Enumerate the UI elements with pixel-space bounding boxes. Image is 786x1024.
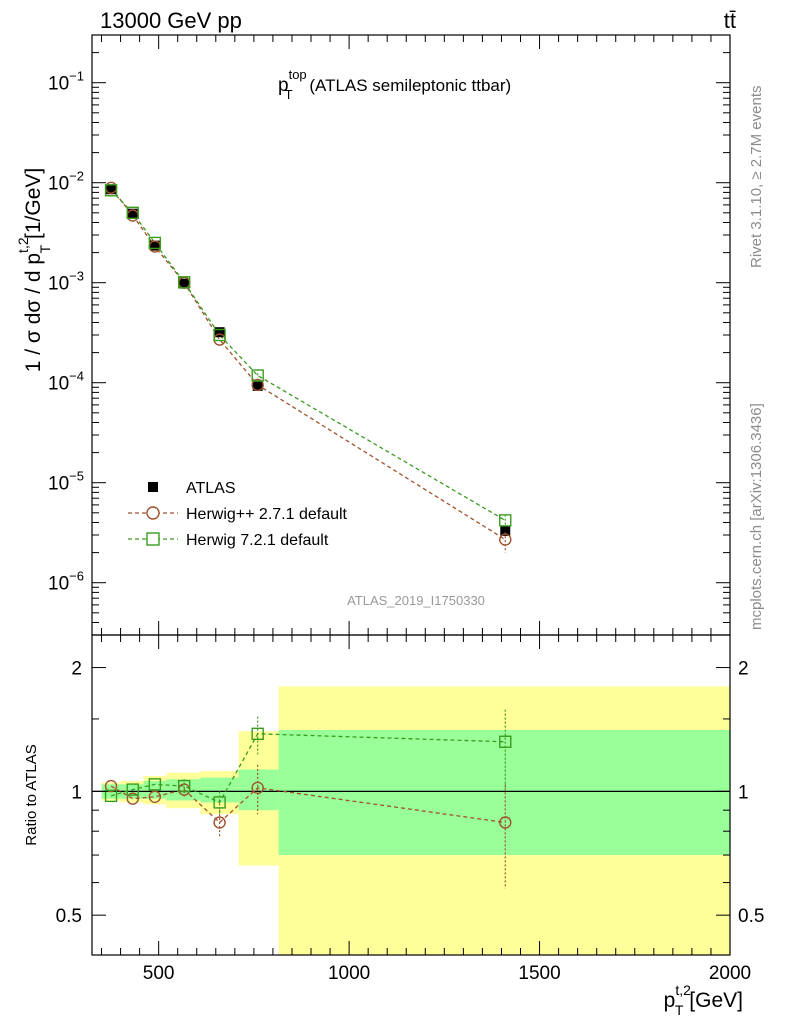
main-y-tick-label-4: 10−2 [48,169,84,195]
main-data-point-0-0 [106,184,117,195]
main-series-line-2 [110,189,506,521]
main-data-point-0-1 [127,208,138,219]
ratio-x-tick-label-3: 2000 [709,963,751,984]
ratio-data-point-1-2 [148,778,162,791]
ratio-data-point-0-4 [213,816,226,829]
plot-title-subscript: T [285,87,293,102]
ratio-y-axis-label: Ratio to ATLAS [23,744,40,845]
x-axis-label-superscript: t,2 [675,982,691,998]
main-data-point-2-2 [148,236,162,250]
main-y-tick-label-1: 10−5 [48,469,84,495]
ratio-data-point-0-2 [148,790,162,803]
main-plot-content [104,181,512,553]
main-data-point-1-5 [251,378,264,392]
main-y-axis-label-unit: [1/GeV] [22,168,45,245]
ratio-inner-band-4 [200,777,239,803]
main-data-point-0-6 [500,525,511,536]
ratio-x-tick-label-0: 500 [143,963,175,984]
legend-label-atlas: ATLAS [186,480,236,497]
ratio-data-point-1-4 [213,796,226,809]
ratio-y-tick-label-right-2: 2 [738,659,749,680]
main-y-axis-label-main: 1 / σ dσ / d p [22,253,45,372]
ratio-data-point-0-0 [104,779,118,793]
ratio-y-tick-label-0: 0.5 [56,906,82,927]
main-y-axis-label-subscript: T [37,244,53,253]
main-plot-panel: 10−6 10−5 10−4 10−3 10−2 10−1 ptop T (ATLAS se… [15,34,731,636]
main-data-point-2-6 [499,514,512,527]
main-axis-ticks: 10−6 10−5 10−4 10−3 10−2 10−1 [48,35,731,636]
ratio-plot-frame [91,634,731,956]
main-data-point-0-5 [252,380,263,391]
ratio-inner-band-6 [278,729,730,856]
ratio-x-tick-label-2: 1500 [518,963,560,984]
main-series-line-1 [110,187,506,541]
ratio-data-point-0-5 [251,781,264,795]
ratio-inner-band-3 [166,779,201,801]
ratio-uncertainty-bands [101,686,730,955]
ratio-data-point-0-6 [499,816,512,829]
x-axis-label-unit: [GeV] [683,989,743,1012]
plot-title-main: p [278,75,289,96]
main-data-point-2-3 [177,276,191,289]
main-data-point-0-2 [149,240,160,251]
ratio-plot-content [104,709,512,889]
legend-marker-herwig7 [146,532,160,546]
ratio-y-tick-label-right-1: 1 [738,782,749,803]
ratio-data-point-1-0 [104,789,118,803]
main-data-point-2-4 [213,328,226,342]
plot-title-superscript: top [289,67,307,82]
ratio-series-line-0 [110,785,506,824]
energy-label: 13000 GeV pp [100,8,242,33]
ratio-y-tick-label-right-0: 0.5 [738,906,764,927]
main-y-axis-label-superscript: t,2 [15,237,31,253]
legend-marker-herwigpp [146,506,160,520]
legend-marker-atlas [148,482,158,492]
analysis-watermark: ATLAS_2019_I1750330 [347,593,485,608]
main-y-tick-label-2: 10−4 [48,369,84,395]
plot-title-rest: (ATLAS semileptonic ttbar) [305,76,512,95]
ratio-data-point-1-1 [126,783,139,796]
ratio-data-point-0-1 [126,792,139,805]
main-data-point-0-3 [179,278,190,289]
ratio-axis-ticks: 500 1000 1500 2000 0.5 0.5 1 1 2 2 [56,635,764,984]
mcplots-label: mcplots.cern.ch [arXiv:1306.3436] [748,403,765,630]
ratio-x-tick-label-1: 1000 [328,963,370,984]
main-y-tick-label-5: 10−1 [48,69,84,95]
plot-title: ptop T (ATLAS semileptonic ttbar) [278,67,511,102]
main-y-axis-label: 1 / σ dσ / d pt,2 T [1/GeV] [15,168,53,373]
main-data-point-2-1 [126,206,139,220]
ratio-data-point-1-5 [251,727,264,741]
x-axis-label-main: p [664,989,676,1012]
ratio-data-point-1-6 [499,735,512,748]
ratio-data-point-1-3 [177,779,191,793]
ratio-plot-panel: 500 1000 1500 2000 0.5 0.5 1 1 2 2 Ratio to ATLAS… [23,634,764,1018]
legend-label-herwigpp: Herwig++ 2.7.1 default [186,506,348,523]
x-axis-label-subscript: T [675,1002,684,1018]
main-data-point-2-0 [104,184,118,197]
rivet-version-label: Rivet 3.1.10, ≥ 2.7M events [748,85,765,269]
ratio-y-tick-label-1: 1 [71,782,82,803]
main-y-tick-label-3: 10−3 [48,269,84,295]
legend-label-herwig7: Herwig 7.2.1 default [186,532,329,549]
main-y-tick-label-0: 10−6 [48,569,84,595]
x-axis-label: pt,2 T [GeV] [664,982,743,1018]
main-data-point-0-4 [214,327,225,338]
ratio-y-tick-label-2: 2 [71,659,82,680]
main-data-point-1-6 [499,533,512,546]
process-label: tt̄ [724,8,736,33]
legend: ATLAS Herwig++ 2.7.1 default Herwig 7.2.… [128,480,348,549]
main-data-point-2-5 [251,369,264,382]
